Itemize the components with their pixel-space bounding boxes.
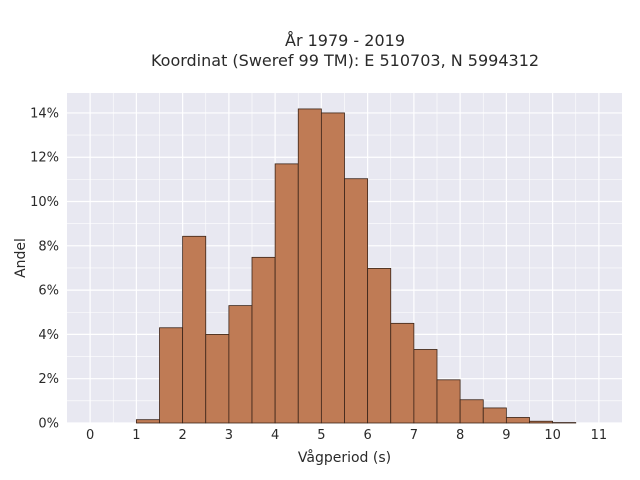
x-tick-label: 2	[178, 428, 186, 443]
y-axis-label: Andel	[13, 238, 29, 278]
x-tick-label: 7	[410, 428, 418, 443]
y-tick-label: 6%	[38, 284, 59, 299]
y-tick-label: 4%	[38, 328, 59, 343]
y-tick-label: 0%	[38, 417, 59, 432]
x-tick-label: 10	[544, 428, 561, 443]
y-tick-label: 12%	[30, 151, 59, 166]
histogram-bar	[529, 420, 554, 424]
histogram-bar	[436, 379, 461, 424]
y-tick-label: 8%	[38, 239, 59, 254]
histogram-bar	[274, 163, 299, 424]
y-tick-label: 10%	[30, 195, 59, 210]
histogram-bar	[367, 268, 392, 424]
histogram-bar	[135, 419, 160, 424]
x-tick-label: 9	[502, 428, 510, 443]
tick-labels: 0 1 2 3 4 5 6 7 8 9 10 11 0% 2% 4% 6% 8% 10% 12% 14%	[30, 106, 607, 443]
x-axis-label: Vågperiod (s)	[298, 449, 391, 466]
histogram-bar	[297, 108, 322, 424]
histogram-bar	[459, 399, 484, 424]
histogram-bar	[482, 407, 507, 424]
x-tick-label: 0	[86, 428, 94, 443]
histogram-bars	[135, 108, 577, 424]
histogram-bar	[159, 327, 184, 424]
y-tick-label: 2%	[38, 372, 59, 387]
histogram-bar	[182, 235, 207, 424]
grid-lines	[67, 93, 622, 424]
histogram-bar	[320, 112, 345, 424]
x-tick-label: 1	[132, 428, 140, 443]
histogram-bar	[344, 178, 369, 424]
histogram-bar	[390, 322, 415, 424]
histogram-bar	[413, 349, 438, 424]
x-tick-label: 8	[456, 428, 464, 443]
y-tick-label: 14%	[30, 106, 59, 121]
histogram-bar	[251, 256, 276, 424]
histogram-bar	[505, 417, 530, 424]
x-tick-label: 4	[271, 428, 279, 443]
chart-title-line-1: År 1979 - 2019	[285, 31, 405, 50]
x-tick-label: 11	[591, 428, 608, 443]
histogram-bar	[205, 334, 230, 424]
x-tick-label: 5	[317, 428, 325, 443]
chart-title-line-2: Koordinat (Sweref 99 TM): E 510703, N 59…	[151, 51, 539, 70]
histogram-bar	[228, 305, 253, 424]
x-tick-label: 3	[225, 428, 233, 443]
x-tick-label: 6	[363, 428, 371, 443]
